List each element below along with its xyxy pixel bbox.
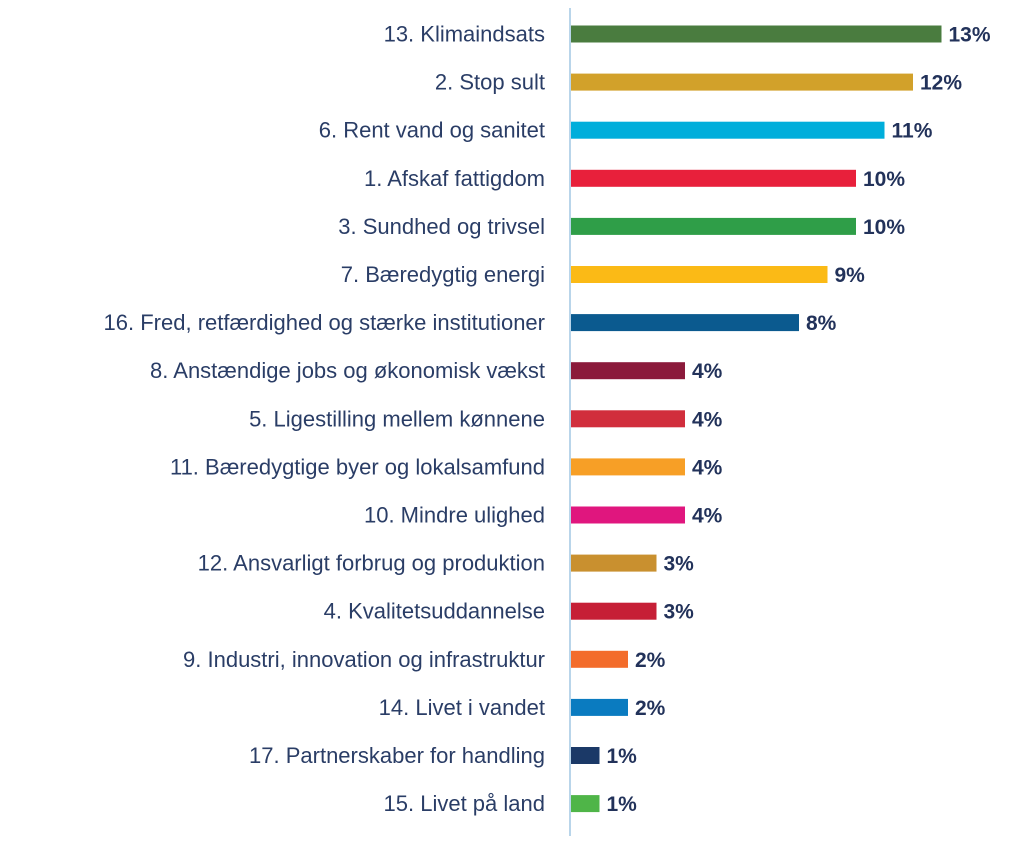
value-label: 1%: [607, 793, 638, 816]
category-label: 14. Livet i vandet: [379, 695, 545, 720]
bar: [571, 121, 885, 139]
category-label: 4. Kvalitetsuddannelse: [324, 599, 545, 624]
category-label: 17. Partnerskaber for handling: [249, 743, 545, 768]
category-label: 5. Ligestilling mellem kønnene: [249, 406, 545, 431]
bar: [571, 698, 628, 716]
bar: [571, 362, 685, 380]
bar: [571, 73, 913, 91]
bar: [571, 747, 600, 764]
bar: [571, 25, 942, 43]
bar: [571, 458, 685, 476]
category-label: 8. Anstændige jobs og økonomisk vækst: [150, 358, 545, 383]
bar: [571, 602, 657, 620]
category-label: 2. Stop sult: [435, 70, 545, 95]
value-label: 1%: [607, 745, 638, 768]
category-label: 10. Mindre ulighed: [364, 503, 545, 528]
bar: [571, 169, 856, 187]
category-label: 16. Fred, retfærdighed og stærke institu…: [104, 310, 545, 335]
value-label: 13%: [949, 24, 991, 47]
value-label: 10%: [863, 168, 905, 191]
bar: [571, 266, 828, 283]
value-label: 4%: [692, 360, 723, 383]
category-label: 12. Ansvarligt forbrug og produktion: [198, 551, 545, 576]
category-label: 9. Industri, innovation og infrastruktur: [183, 647, 545, 672]
category-label: 6. Rent vand og sanitet: [319, 118, 545, 143]
bar: [571, 795, 600, 813]
bars-layer: [571, 25, 942, 813]
category-label: 3. Sundhed og trivsel: [338, 214, 545, 239]
bar: [571, 650, 628, 668]
value-labels: 13% 12% 11% 10% 10% 9% 8% 4% 4% 4% 4% 3% 3% 2% 2% 1% 1%: [607, 24, 991, 817]
value-label: 12%: [920, 72, 962, 95]
category-labels: 13. Klimaindsats 2. Stop sult 6. Rent vand…: [104, 22, 545, 817]
value-label: 3%: [664, 601, 695, 624]
value-label: 3%: [664, 553, 695, 576]
category-label: 1. Afskaf fattigdom: [364, 166, 545, 191]
category-label: 7. Bæredygtig energi: [341, 262, 545, 287]
bar: [571, 506, 685, 524]
bar: [571, 554, 657, 572]
value-label: 10%: [863, 216, 905, 239]
bar: [571, 314, 799, 332]
value-label: 11%: [892, 120, 933, 143]
value-label: 8%: [806, 312, 837, 335]
category-label: 15. Livet på land: [384, 791, 545, 816]
value-label: 4%: [692, 505, 723, 528]
value-label: 2%: [635, 649, 666, 672]
value-label: 4%: [692, 408, 723, 431]
value-label: 2%: [635, 697, 666, 720]
value-label: 4%: [692, 456, 723, 479]
category-label: 11. Bæredygtige byer og lokalsamfund: [170, 454, 545, 479]
bar: [571, 217, 856, 235]
bar: [571, 410, 685, 428]
category-label: 13. Klimaindsats: [384, 22, 545, 47]
value-label: 9%: [835, 264, 866, 287]
